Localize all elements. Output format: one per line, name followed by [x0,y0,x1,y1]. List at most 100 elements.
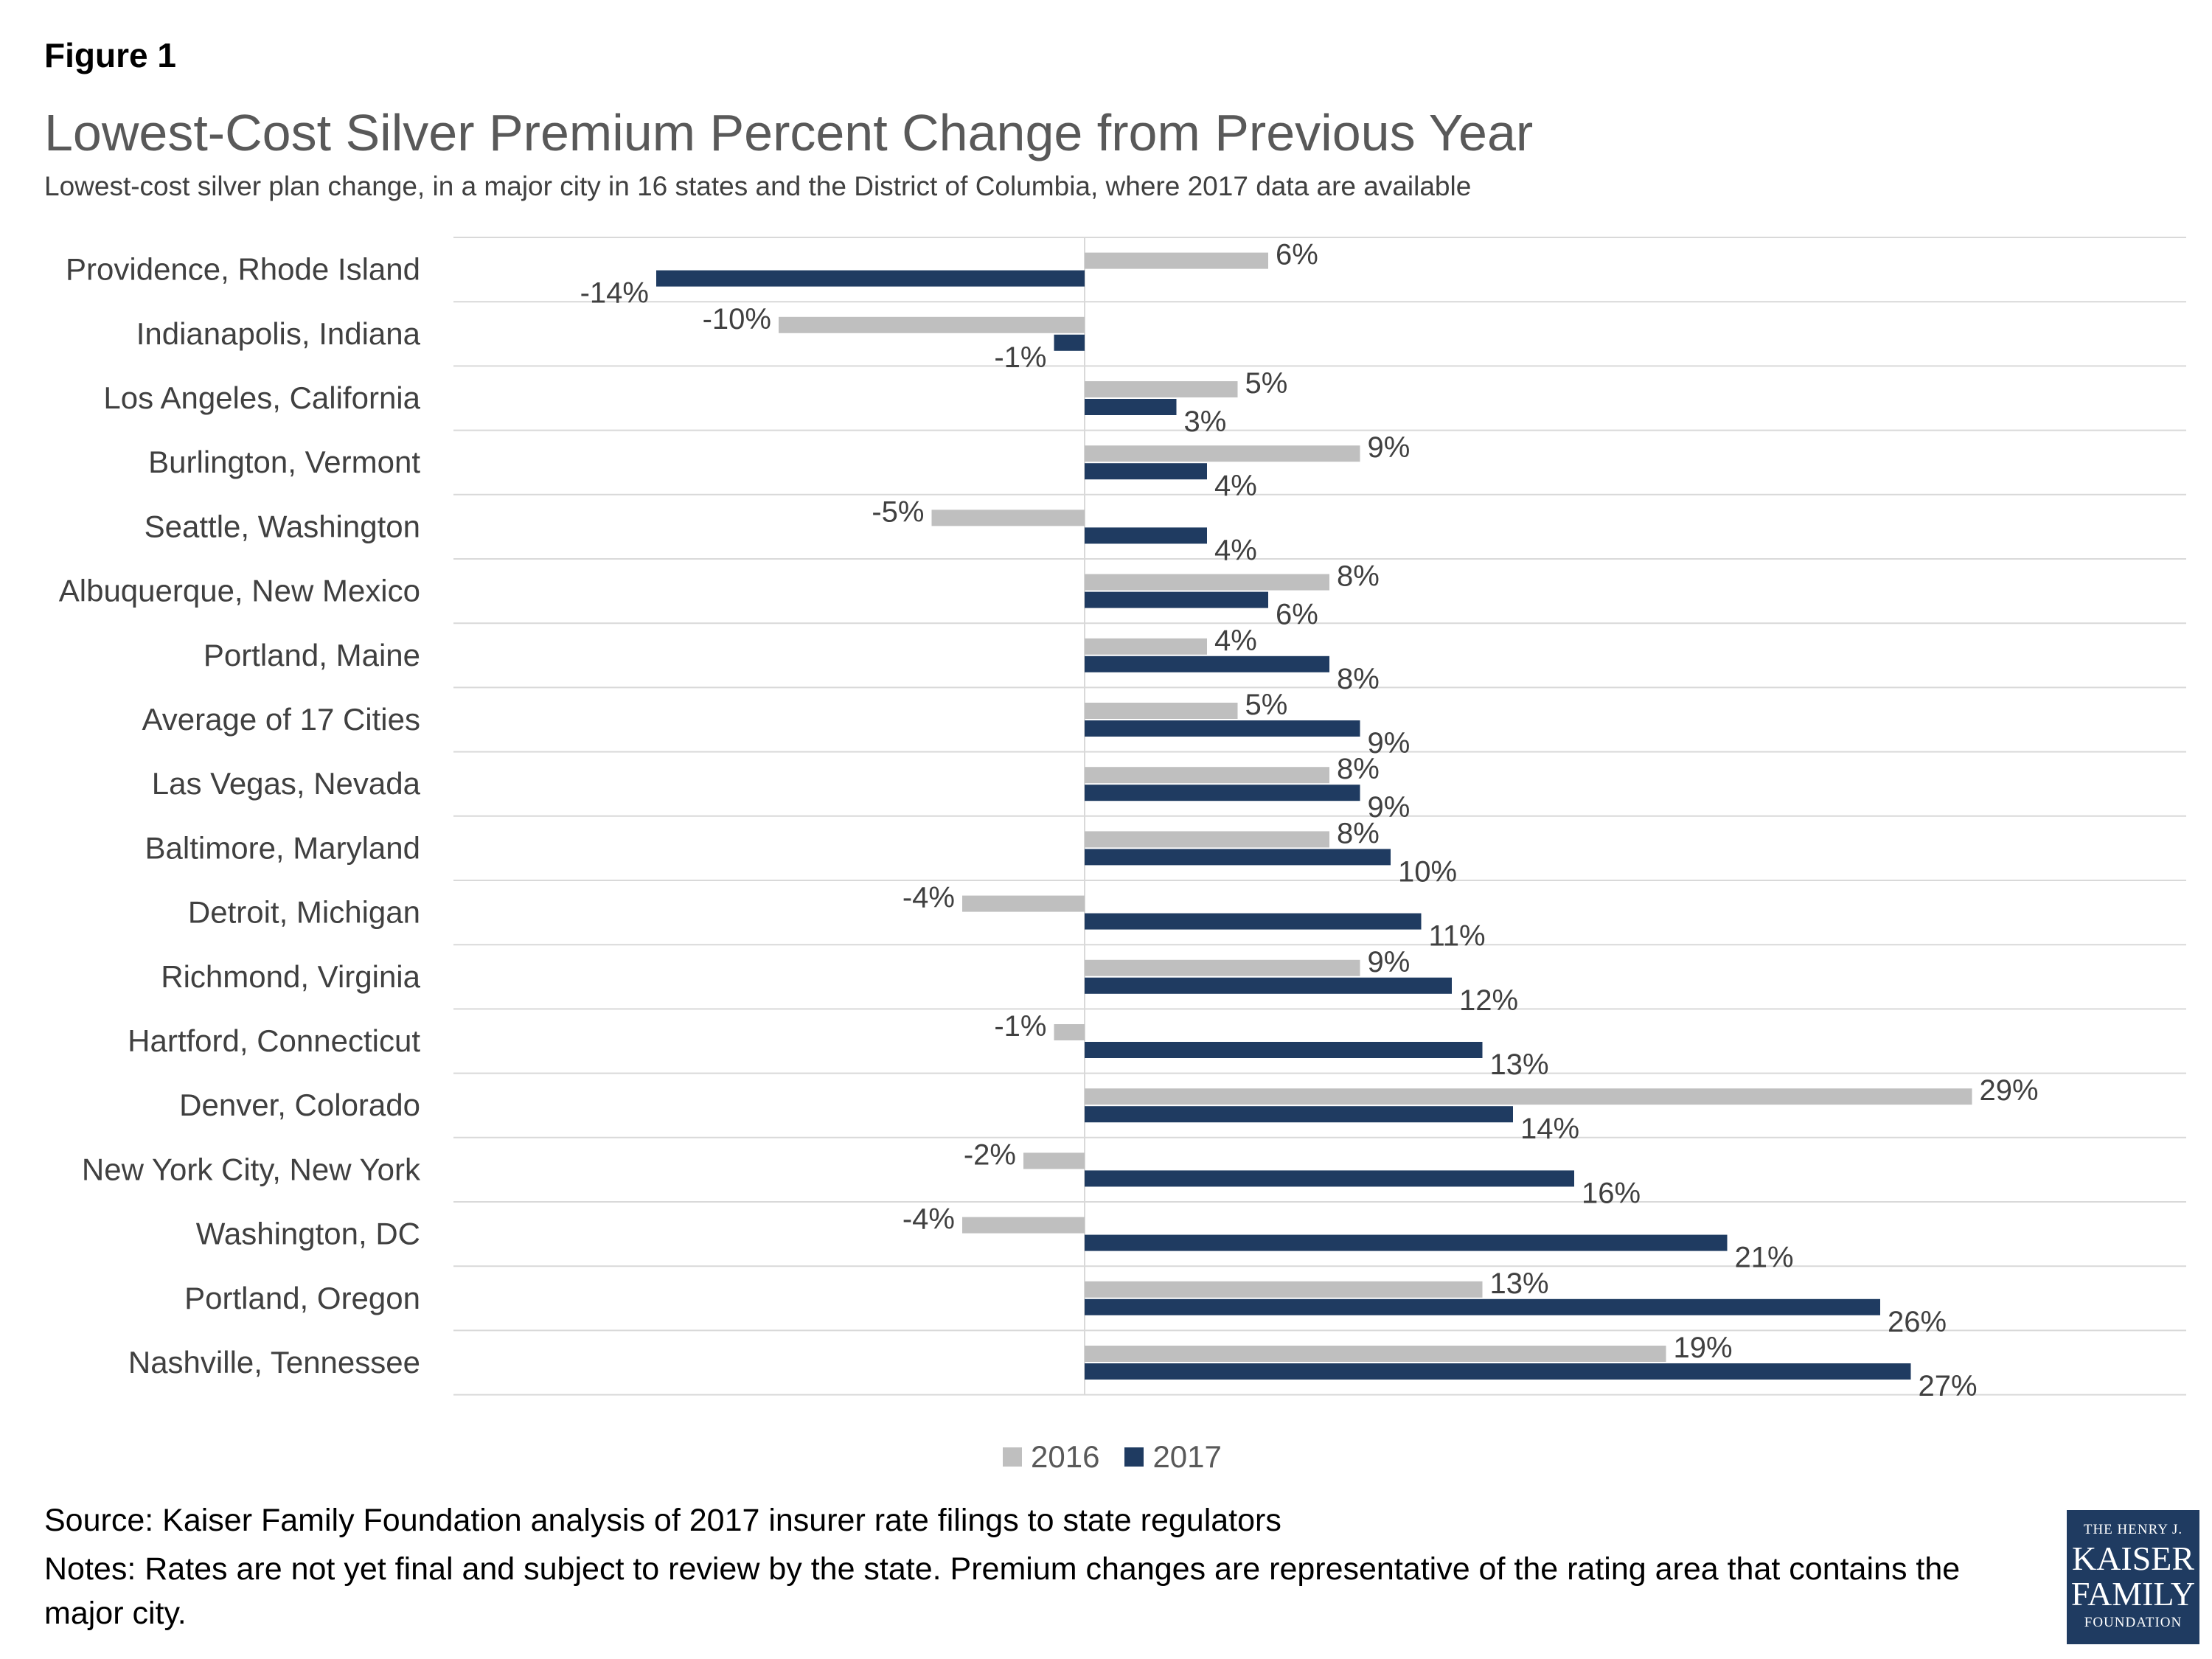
category-label: Las Vegas, Nevada [152,766,421,801]
data-label-2017: 26% [1888,1306,1947,1338]
figure-label: Figure 1 [44,36,176,74]
data-label-2017: 8% [1337,663,1380,695]
notes-text: Notes: Rates are not yet final and subje… [44,1551,1961,1631]
bar-2016 [1085,1281,1483,1298]
data-label-2016: 6% [1276,239,1318,271]
data-label-2017: 10% [1398,855,1457,888]
data-label-2017: 4% [1214,470,1257,502]
data-label-2017: 4% [1214,534,1257,566]
data-label-2016: 29% [1980,1074,2039,1107]
data-label-2017: 11% [1429,920,1486,953]
bar-2017 [1085,1170,1574,1187]
data-label-2017: 27% [1919,1370,1978,1402]
bar-2016 [1085,252,1268,269]
bar-2017 [1085,720,1360,737]
data-label-2017: 9% [1368,791,1411,824]
data-label-2017: 3% [1184,406,1227,438]
data-label-2017: 12% [1459,984,1518,1017]
kff-logo: THE HENRY J. KAISER FAMILY FOUNDATION [2067,1510,2199,1644]
data-label-2016: 8% [1337,817,1380,849]
legend-swatch-2017 [1124,1447,1144,1467]
bar-2016 [931,509,1085,526]
data-label-2016: -4% [902,1203,955,1236]
bar-2017 [1085,977,1452,994]
bar-2017 [1085,399,1177,415]
bar-2017 [1085,655,1329,672]
bar-2016 [1054,1024,1085,1040]
bar-2017 [1085,591,1268,608]
source-note: Source: Kaiser Family Foundation analysi… [44,1503,1281,1538]
data-label-2017: -14% [580,277,649,310]
category-label: Seattle, Washington [145,509,420,543]
bar-2016 [1085,1346,1666,1362]
data-label-2017: 13% [1490,1048,1549,1081]
bar-2016 [1023,1152,1085,1169]
category-label: New York City, New York [82,1152,421,1186]
bar-2017 [1085,1363,1911,1380]
bar-2016 [1085,767,1329,784]
data-label-2016: -4% [902,882,955,914]
data-label-2016: -10% [703,303,771,335]
bar-2016 [1085,959,1360,976]
data-label-2016: -2% [964,1138,1016,1171]
legend-item-2016: 2016 [1003,1439,1099,1475]
data-label-2016: 8% [1337,560,1380,593]
bar-2016 [1085,574,1329,591]
category-label: Burlington, Vermont [148,445,420,479]
category-label: Nashville, Tennessee [128,1345,420,1380]
bar-2017 [1085,913,1422,930]
bar-2017 [1085,463,1207,480]
bar-2016 [1085,381,1238,397]
category-label: Baltimore, Maryland [145,830,420,865]
legend-label-2017: 2017 [1152,1439,1222,1474]
bar-2016 [1085,445,1360,462]
category-label: Providence, Rhode Island [66,252,420,287]
data-label-2016: 5% [1245,689,1288,721]
data-label-2016: 5% [1245,367,1288,400]
bar-2016 [1085,638,1207,655]
data-label-2017: 21% [1735,1242,1794,1274]
category-label: Detroit, Michigan [188,895,420,930]
logo-line-4: FOUNDATION [2084,1615,2183,1630]
bar-2017 [656,270,1085,287]
category-label: Hartford, Connecticut [128,1023,420,1058]
bar-2016 [1085,703,1238,719]
bar-2016 [1085,831,1329,848]
data-label-2016: -5% [872,495,924,528]
data-label-2016: 9% [1368,431,1411,464]
chart-subtitle: Lowest-cost silver plan change, in a maj… [44,171,1472,201]
bar-2017 [1085,849,1391,866]
chart-legend: 2016 2017 [1003,1439,1247,1475]
data-label-2016: 9% [1368,946,1411,978]
bar-2016 [962,1217,1085,1234]
category-label: Indianapolis, Indiana [136,316,421,351]
data-label-2016: 4% [1214,625,1257,657]
category-label: Denver, Colorado [179,1088,420,1122]
logo-line-3: FAMILY [2070,1575,2196,1613]
category-label: Richmond, Virginia [161,959,420,994]
bar-2017 [1085,1298,1880,1315]
category-label: Washington, DC [196,1217,420,1251]
data-label-2016: 19% [1674,1332,1733,1364]
category-label: Albuquerque, New Mexico [59,574,420,608]
category-label: Los Angeles, California [103,380,420,415]
data-label-2016: 13% [1490,1267,1549,1300]
bar-2017 [1085,785,1360,801]
data-label-2017: 14% [1520,1113,1579,1145]
bar-2017 [1085,1106,1513,1123]
logo-line-1: THE HENRY J. [2083,1522,2183,1537]
category-label: Average of 17 Cities [142,702,420,737]
bar-2017 [1085,1234,1728,1251]
bar-2016 [962,895,1085,912]
data-label-2016: -1% [994,1010,1046,1043]
bar-2017 [1085,1042,1483,1058]
logo-line-2: KAISER [2071,1540,2195,1577]
category-label: Portland, Maine [204,638,420,672]
bar-2016 [1085,1088,1972,1105]
data-label-2017: 6% [1276,599,1318,631]
data-label-2017: -1% [994,341,1046,374]
category-label: Portland, Oregon [184,1281,420,1315]
bar-chart: Providence, Rhode Island 6% -14% Indianapol… [59,237,2186,1402]
bar-2017 [1054,334,1085,351]
chart-title: Lowest-Cost Silver Premium Percent Chang… [44,104,1534,161]
